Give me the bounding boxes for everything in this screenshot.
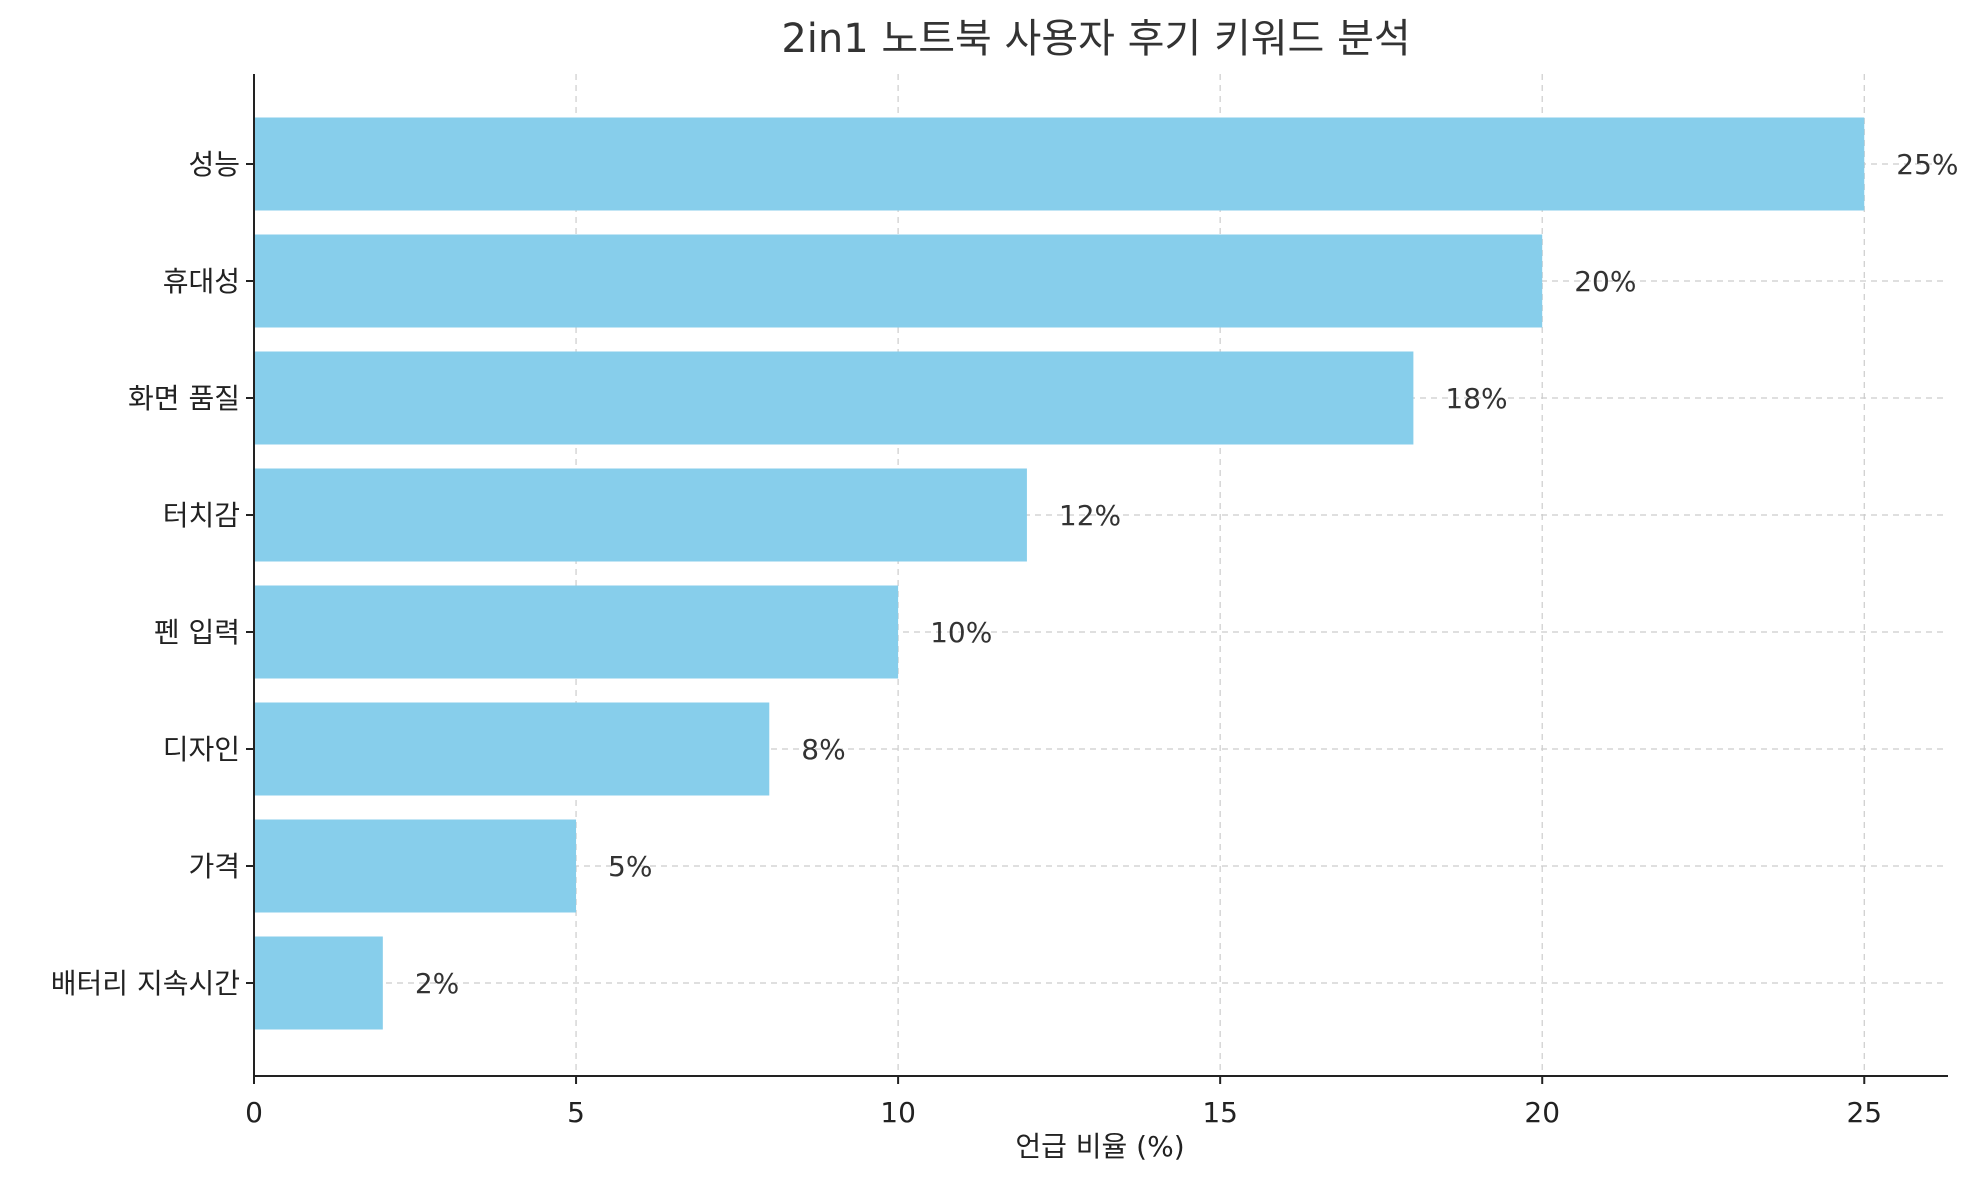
- axes: [253, 74, 1948, 1077]
- bar: [254, 117, 1865, 211]
- x-axis-label: 언급 비율 (%): [1015, 1130, 1184, 1163]
- x-tick-label: 10: [880, 1096, 916, 1129]
- category-label: 배터리 지속시간: [51, 967, 240, 1000]
- value-label: 25%: [1896, 148, 1958, 181]
- value-label: 18%: [1445, 382, 1507, 415]
- x-tick-labels: 0 5 10 15 20 25: [245, 1076, 1882, 1129]
- bar: [254, 702, 770, 796]
- category-label: 터치감: [163, 499, 240, 532]
- value-label: 8%: [801, 733, 845, 766]
- x-tick-label: 20: [1524, 1096, 1560, 1129]
- chart-title: 2in1 노트북 사용자 후기 키워드 분석: [781, 16, 1410, 62]
- bars: [254, 117, 1865, 1030]
- category-label: 가격: [188, 850, 240, 883]
- bar: [254, 468, 1027, 562]
- bar: [254, 234, 1543, 328]
- x-tick-label: 0: [245, 1096, 263, 1129]
- bar: [254, 936, 383, 1030]
- value-label: 12%: [1059, 499, 1121, 532]
- value-label: 10%: [930, 616, 992, 649]
- bar: [254, 351, 1414, 445]
- x-tick-label: 15: [1202, 1096, 1238, 1129]
- value-labels: 25% 20% 18% 12% 10% 8% 5% 2%: [415, 148, 1959, 1000]
- bar: [254, 585, 899, 679]
- value-label: 5%: [608, 850, 652, 883]
- x-tick-label: 25: [1846, 1096, 1882, 1129]
- value-label: 2%: [415, 967, 459, 1000]
- value-label: 20%: [1574, 265, 1636, 298]
- category-label: 화면 품질: [128, 382, 240, 415]
- category-label: 성능: [188, 148, 240, 181]
- category-label: 휴대성: [163, 265, 240, 298]
- bar: [254, 819, 577, 913]
- category-label: 펜 입력: [154, 616, 240, 649]
- x-tick-label: 5: [567, 1096, 585, 1129]
- category-label: 디자인: [163, 733, 240, 766]
- grid-lines: [254, 74, 1948, 1076]
